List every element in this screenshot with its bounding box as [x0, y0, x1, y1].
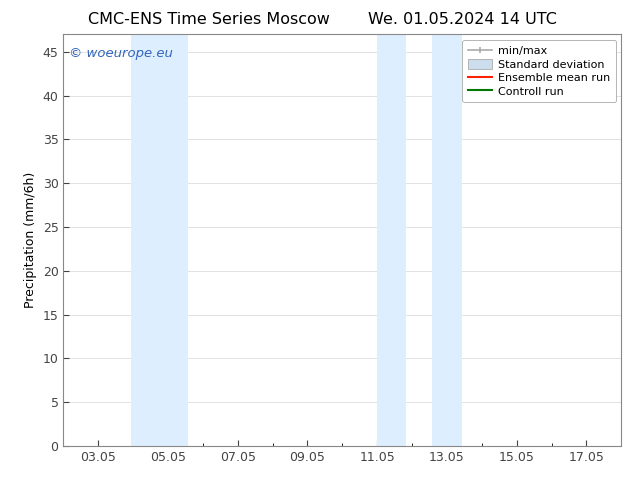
Y-axis label: Precipitation (mm/6h): Precipitation (mm/6h) [24, 172, 37, 308]
Text: CMC-ENS Time Series Moscow: CMC-ENS Time Series Moscow [88, 12, 330, 27]
Bar [377, 34, 406, 446]
Text: We. 01.05.2024 14 UTC: We. 01.05.2024 14 UTC [368, 12, 557, 27]
Bar [432, 34, 462, 446]
Text: © woeurope.eu: © woeurope.eu [69, 47, 173, 60]
Bar [131, 34, 159, 446]
Legend: min/max, Standard deviation, Ensemble mean run, Controll run: min/max, Standard deviation, Ensemble me… [462, 40, 616, 102]
Bar [159, 34, 188, 446]
